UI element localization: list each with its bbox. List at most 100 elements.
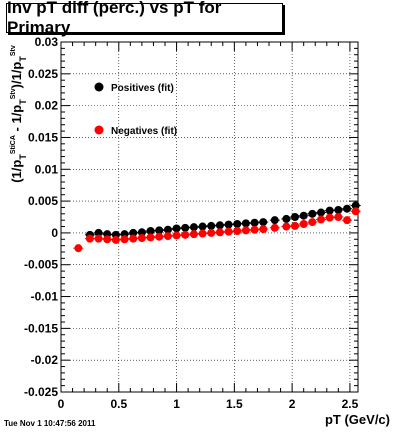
data-point <box>198 222 207 231</box>
data-point <box>120 235 129 244</box>
data-point <box>198 229 207 238</box>
y-tick-label: -0.005 <box>24 258 58 272</box>
data-point <box>241 219 250 228</box>
data-point <box>155 226 164 235</box>
y-tick-label: -0.025 <box>24 385 58 399</box>
y-tick-label: 0 <box>51 226 58 240</box>
data-point <box>94 234 103 243</box>
y-axis-title-part: Stv <box>10 88 17 99</box>
y-tick-labels: -0.025 -0.02 -0.015 -0.01 -0.005 0 0.005 0.01 0.… <box>24 35 58 399</box>
legend-marker <box>94 82 104 92</box>
legend: Positives (fit) Negatives (fit) <box>94 82 177 137</box>
data-point <box>103 235 112 244</box>
legend-label: Negatives (fit) <box>111 126 177 137</box>
data-point <box>224 227 233 236</box>
data-point <box>129 228 138 237</box>
data-point <box>189 230 198 239</box>
data-point <box>308 209 317 218</box>
y-tick-label: 0.01 <box>35 162 59 176</box>
data-point <box>94 228 103 237</box>
data-point <box>215 228 224 237</box>
data-point <box>233 220 242 228</box>
data-point <box>129 234 138 243</box>
data-point <box>85 234 94 243</box>
data-point <box>172 231 181 240</box>
data-point <box>282 222 291 231</box>
data-point <box>250 218 259 227</box>
data-point <box>325 206 334 215</box>
y-axis-title-part: StiCA <box>10 135 17 154</box>
data-point <box>343 216 352 225</box>
data-point <box>270 216 279 225</box>
data-point <box>334 213 343 221</box>
data-point <box>137 228 146 237</box>
data-point <box>74 244 83 253</box>
x-tick-label: 2 <box>289 397 296 411</box>
y-tick-label: 0.02 <box>35 99 59 113</box>
data-point <box>259 225 268 234</box>
data-point <box>163 225 172 234</box>
data-point <box>291 213 300 221</box>
data-point <box>299 220 308 228</box>
x-tick-labels: 0 0.5 1 1.5 2 2.5 <box>58 397 359 411</box>
y-tick-label: 0.025 <box>28 67 58 81</box>
timestamp: Tue Nov 1 10:47:56 2011 <box>4 419 96 428</box>
data-point <box>137 234 146 242</box>
x-tick-label: 1 <box>173 397 180 411</box>
x-tick-label: 0 <box>58 397 65 411</box>
series-negatives <box>73 207 361 253</box>
chart-title: Inv pT diff (perc.) vs pT for Primary <box>6 0 283 37</box>
legend-marker <box>94 125 104 135</box>
data-point <box>351 207 360 216</box>
y-axis-title-part: T <box>18 154 28 160</box>
data-point <box>155 232 164 241</box>
data-point <box>163 232 172 241</box>
data-point <box>259 218 268 227</box>
data-point <box>299 211 308 220</box>
data-point <box>343 204 352 213</box>
data-point <box>172 224 181 233</box>
y-tick-label: -0.01 <box>31 290 59 304</box>
data-point <box>181 230 190 239</box>
y-axis-title-part: )/1/p <box>9 62 24 89</box>
data-point <box>250 225 259 234</box>
plot-frame <box>60 41 359 393</box>
y-tick-label: 0.005 <box>28 194 58 208</box>
data-point <box>291 221 300 230</box>
x-tick-label: 1.5 <box>226 397 243 411</box>
data-point <box>317 215 326 224</box>
data-point <box>233 227 242 235</box>
data-point <box>111 235 120 244</box>
x-tick-label: 2.5 <box>342 397 359 411</box>
data-point <box>325 213 334 222</box>
y-axis-title-part: T <box>18 56 28 62</box>
data-point <box>241 226 250 235</box>
data-point <box>207 221 216 230</box>
axis-ticks <box>60 41 358 393</box>
data-point <box>334 206 343 214</box>
y-axis-title-part: Stv <box>10 45 17 56</box>
data-point <box>224 220 233 229</box>
data-point <box>207 228 216 237</box>
data-point <box>270 223 279 232</box>
y-tick-label: -0.015 <box>24 321 58 335</box>
data-point <box>146 233 155 242</box>
x-tick-label: 0.5 <box>110 397 127 411</box>
y-tick-label: -0.02 <box>31 353 59 367</box>
legend-label: Positives (fit) <box>111 83 174 94</box>
y-axis-title-part: T <box>18 99 28 105</box>
data-point <box>215 221 224 230</box>
data-point <box>308 218 317 227</box>
data-point <box>146 227 155 235</box>
data-point <box>351 201 360 210</box>
x-axis-title: pT (GeV/c) <box>325 412 390 427</box>
data-point <box>181 223 190 232</box>
data-point <box>189 223 198 232</box>
y-axis-title-part: (1/p <box>9 160 24 183</box>
data-point <box>317 208 326 217</box>
y-tick-label: 0.015 <box>28 130 58 144</box>
y-tick-label: 0.03 <box>35 35 59 49</box>
y-axis-title: (1/pTStiCA - 1/pTStv)/1/pTStv <box>9 45 28 183</box>
y-axis-title-part: - 1/p <box>9 105 24 135</box>
